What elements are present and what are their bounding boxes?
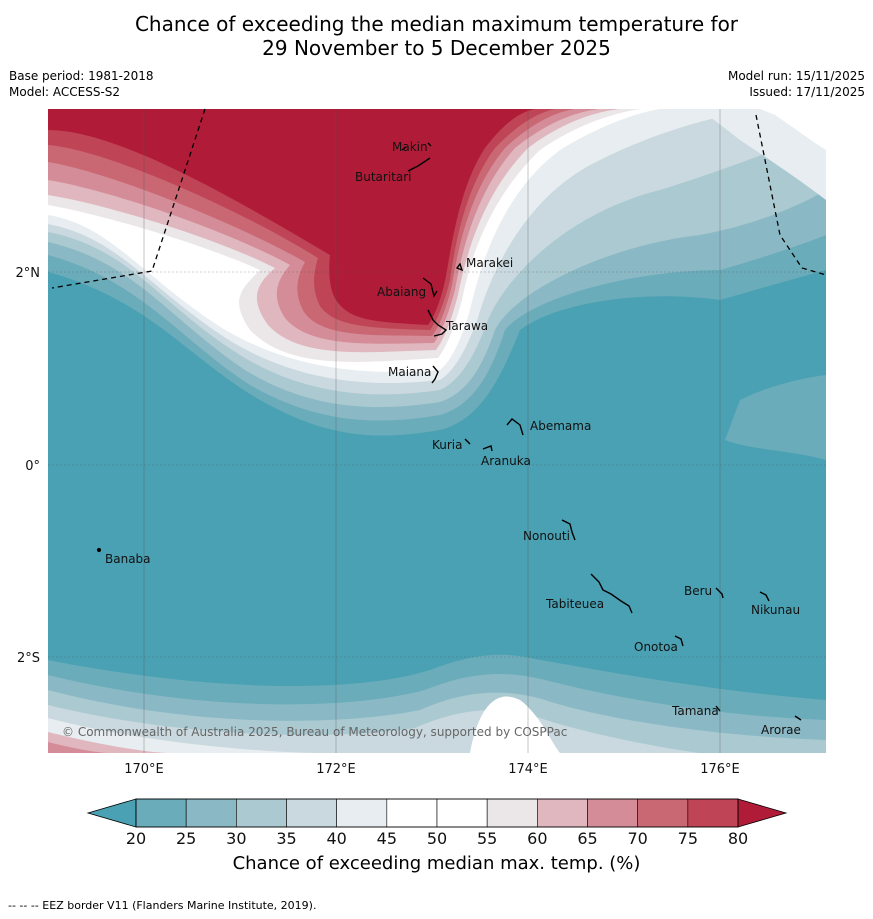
colorbar-segment	[236, 798, 287, 828]
label-abemama: Abemama	[530, 419, 591, 433]
base-period: Base period: 1981-2018	[9, 69, 154, 83]
colorbar-segment	[486, 798, 538, 828]
colorbar-tick-label: 70	[627, 829, 647, 848]
label-nikunau: Nikunau	[751, 603, 800, 617]
label-marakei: Marakei	[466, 256, 513, 270]
label-tabiteuea: Tabiteuea	[545, 597, 604, 611]
colorbar-tick-label: 35	[276, 829, 296, 848]
label-maiana: Maiana	[388, 365, 431, 379]
lat-tick-2s: 2°S	[17, 651, 40, 666]
colorbar-segment	[336, 798, 388, 828]
eez-border	[51, 108, 827, 289]
place-labels: Makin Butaritari Marakei Abaiang Tarawa …	[105, 140, 801, 737]
label-banaba: Banaba	[105, 552, 151, 566]
meta-right: Model run: 15/11/2025 Issued: 17/11/2025	[728, 68, 865, 100]
colorbar-segment	[286, 798, 337, 828]
label-tamana: Tamana	[671, 704, 719, 718]
issued-date: Issued: 17/11/2025	[749, 85, 865, 99]
label-butaritari: Butaritari	[355, 170, 412, 184]
title-line-2: 29 November to 5 December 2025	[262, 36, 611, 60]
model-run: Model run: 15/11/2025	[727, 69, 865, 83]
lon-tick-174: 174°E	[508, 762, 548, 777]
islands	[96, 142, 802, 721]
title-line-1: Chance of exceeding the median maximum t…	[134, 12, 739, 36]
label-kuria: Kuria	[432, 438, 463, 452]
colorbar-segment	[135, 798, 187, 828]
colorbar-tick-label: 80	[728, 829, 748, 848]
colorbar-tick-label: 60	[527, 829, 547, 848]
colorbar-tick-label: 40	[326, 829, 346, 848]
map-title: Chance of exceeding the median maximum t…	[0, 12, 873, 60]
colorbar: 20 25 30 35 40 45 50 55 60 65 70 75 80	[86, 798, 788, 848]
colorbar-low-extension	[86, 798, 137, 828]
label-makin: Makin	[392, 140, 428, 154]
colorbar-tick-label: 25	[176, 829, 196, 848]
colorbar-label: Chance of exceeding median max. temp. (%…	[232, 853, 641, 874]
lon-tick-172: 172°E	[316, 762, 356, 777]
colorbar-high-extension	[737, 798, 788, 828]
label-abaiang: Abaiang	[377, 285, 426, 299]
label-onotoa: Onotoa	[634, 640, 678, 654]
lon-tick-176: 176°E	[700, 762, 740, 777]
lat-tick-2n: 2°N	[16, 266, 41, 281]
model-name: Model: ACCESS-S2	[9, 85, 121, 99]
axis-ticks: 170°E 172°E 174°E 176°E 2°N 0° 2°S	[16, 266, 740, 777]
meta-left: Base period: 1981-2018 Model: ACCESS-S2	[9, 68, 154, 100]
colorbar-segment	[687, 798, 739, 828]
lon-tick-170: 170°E	[124, 762, 164, 777]
colorbar-tick-label: 75	[678, 829, 698, 848]
lat-tick-0: 0°	[25, 459, 40, 474]
gridlines	[48, 109, 826, 753]
colorbar-tick-label: 50	[427, 829, 447, 848]
colorbar-segment	[436, 798, 488, 828]
colorbar-segment	[537, 798, 588, 828]
label-arorae: Arorae	[761, 723, 801, 737]
colorbar-tick-label: 20	[126, 829, 146, 848]
contour-field	[48, 109, 826, 753]
colorbar-segment	[386, 798, 438, 828]
eez-footnote: -- -- -- EEZ border V11 (Flanders Marine…	[8, 899, 317, 912]
label-tarawa: Tarawa	[445, 319, 488, 333]
colorbar-tick-label: 55	[477, 829, 497, 848]
colorbar-tick-label: 30	[226, 829, 246, 848]
colorbar-segment	[637, 798, 689, 828]
colorbar-segment	[587, 798, 638, 828]
colorbar-segment	[185, 798, 237, 828]
colorbar-tick-label: 65	[577, 829, 597, 848]
label-beru: Beru	[684, 584, 712, 598]
colorbar-tick-label: 45	[377, 829, 397, 848]
label-nonouti: Nonouti	[523, 529, 570, 543]
label-aranuka: Aranuka	[481, 454, 531, 468]
copyright-notice: © Commonwealth of Australia 2025, Bureau…	[62, 725, 567, 739]
